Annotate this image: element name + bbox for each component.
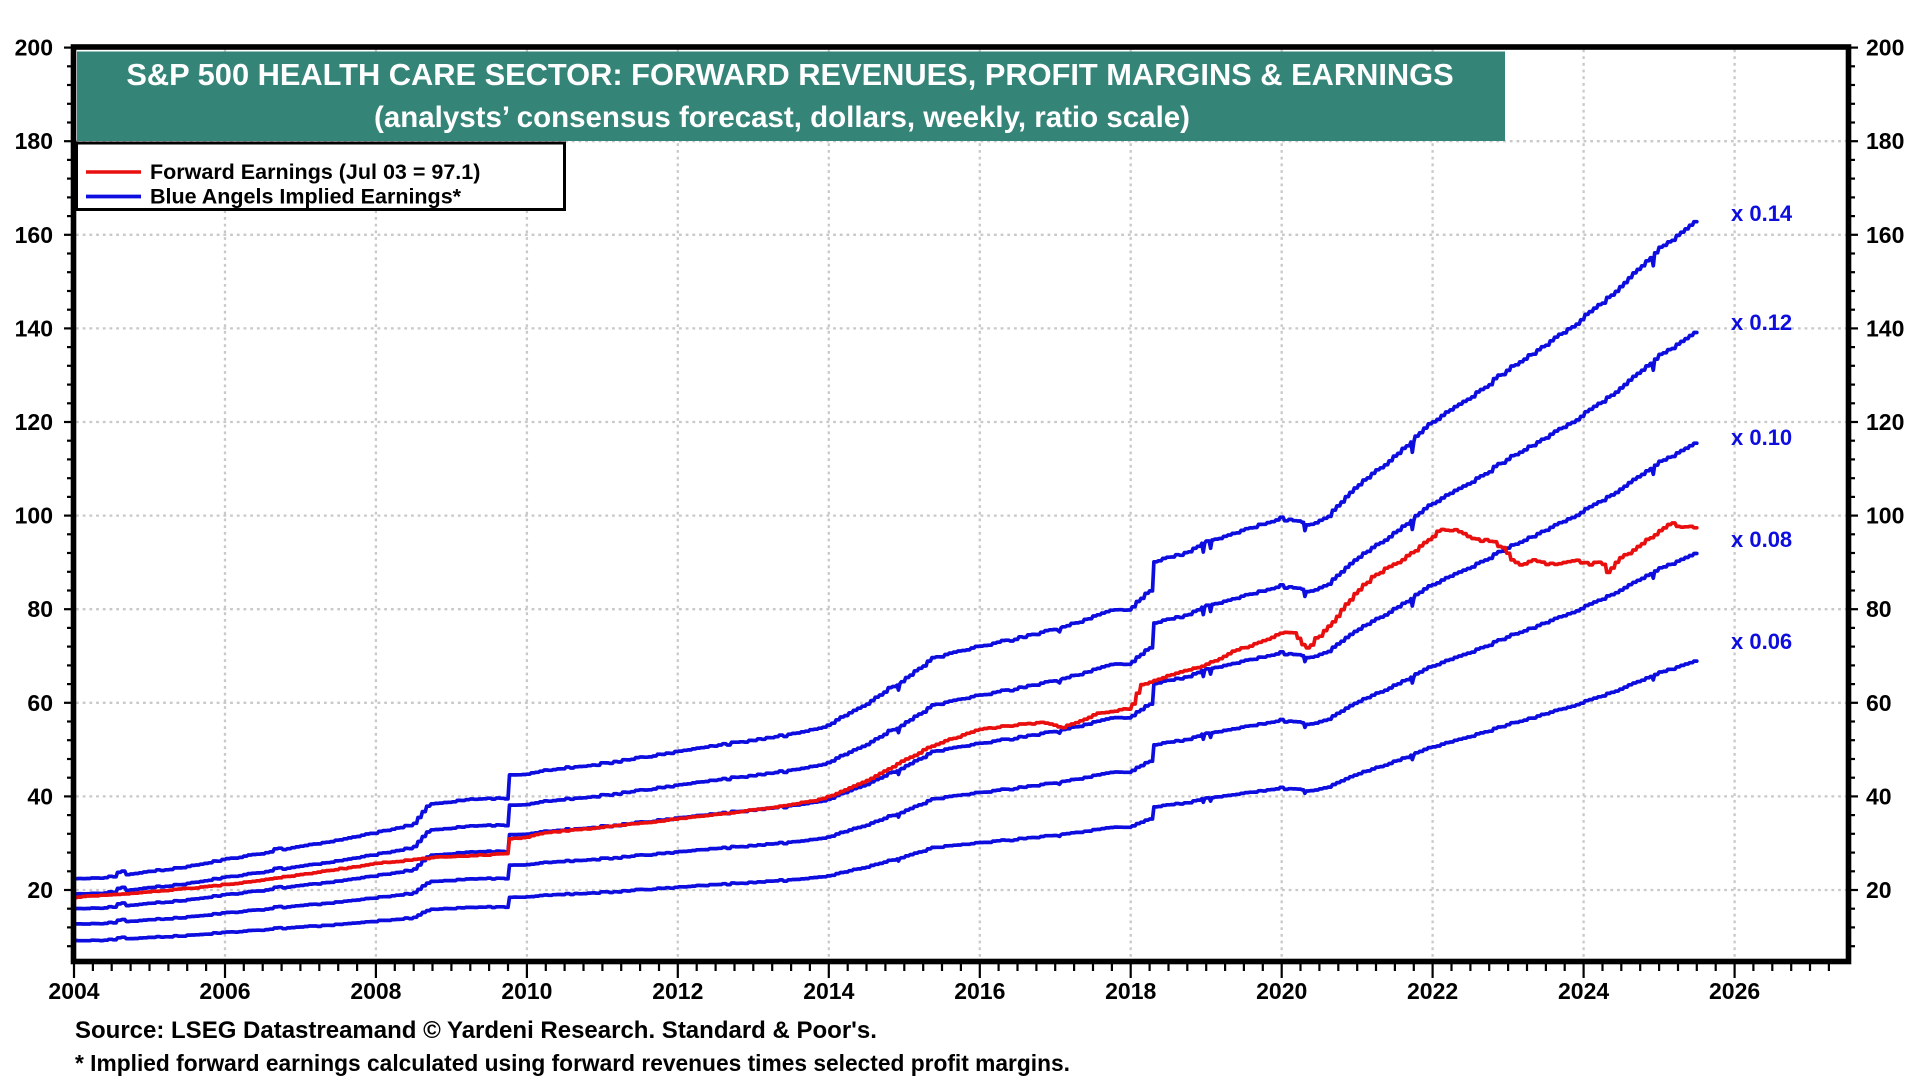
- svg-text:160: 160: [15, 222, 53, 248]
- svg-text:x 0.10: x 0.10: [1731, 425, 1792, 450]
- svg-text:x 0.08: x 0.08: [1731, 527, 1792, 552]
- svg-text:2026: 2026: [1709, 978, 1760, 1004]
- svg-text:100: 100: [1866, 503, 1904, 529]
- svg-text:Blue Angels Implied Earnings*: Blue Angels Implied Earnings*: [150, 185, 462, 209]
- svg-text:120: 120: [15, 409, 53, 435]
- svg-text:40: 40: [27, 783, 53, 809]
- svg-text:2018: 2018: [1105, 978, 1156, 1004]
- svg-text:120: 120: [1866, 409, 1904, 435]
- svg-text:200: 200: [1866, 35, 1904, 61]
- svg-text:200: 200: [15, 35, 53, 61]
- svg-text:2004: 2004: [48, 978, 99, 1004]
- svg-text:* Implied forward earnings cal: * Implied forward earnings calculated us…: [75, 1050, 1070, 1076]
- svg-text:140: 140: [1866, 315, 1904, 341]
- svg-text:2014: 2014: [803, 978, 854, 1004]
- svg-text:Forward Earnings (Jul 03 = 97.: Forward Earnings (Jul 03 = 97.1): [150, 160, 480, 184]
- svg-text:x 0.14: x 0.14: [1731, 201, 1793, 226]
- svg-text:80: 80: [1866, 596, 1892, 622]
- svg-text:60: 60: [1866, 690, 1892, 716]
- svg-text:80: 80: [27, 596, 53, 622]
- svg-text:20: 20: [1866, 877, 1892, 903]
- svg-text:2008: 2008: [350, 978, 401, 1004]
- svg-text:2016: 2016: [954, 978, 1005, 1004]
- svg-text:160: 160: [1866, 222, 1904, 248]
- svg-text:100: 100: [15, 503, 53, 529]
- svg-text:40: 40: [1866, 783, 1892, 809]
- svg-text:2024: 2024: [1558, 978, 1609, 1004]
- svg-text:140: 140: [15, 315, 53, 341]
- svg-text:x 0.12: x 0.12: [1731, 310, 1792, 335]
- svg-text:2012: 2012: [652, 978, 703, 1004]
- svg-text:2022: 2022: [1407, 978, 1458, 1004]
- svg-text:2006: 2006: [199, 978, 250, 1004]
- svg-text:20: 20: [27, 877, 53, 903]
- svg-text:Source: LSEG Datastreamand © Y: Source: LSEG Datastreamand © Yardeni Res…: [75, 1017, 877, 1044]
- svg-text:x 0.06: x 0.06: [1731, 629, 1792, 654]
- svg-text:60: 60: [27, 690, 53, 716]
- svg-text:180: 180: [15, 128, 53, 154]
- svg-text:(analysts’ consensus forecast,: (analysts’ consensus forecast, dollars, …: [374, 101, 1190, 134]
- svg-text:2010: 2010: [501, 978, 552, 1004]
- svg-text:S&P 500 HEALTH CARE SECTOR: FO: S&P 500 HEALTH CARE SECTOR: FORWARD REVE…: [126, 57, 1453, 92]
- svg-text:180: 180: [1866, 128, 1904, 154]
- svg-text:2020: 2020: [1256, 978, 1307, 1004]
